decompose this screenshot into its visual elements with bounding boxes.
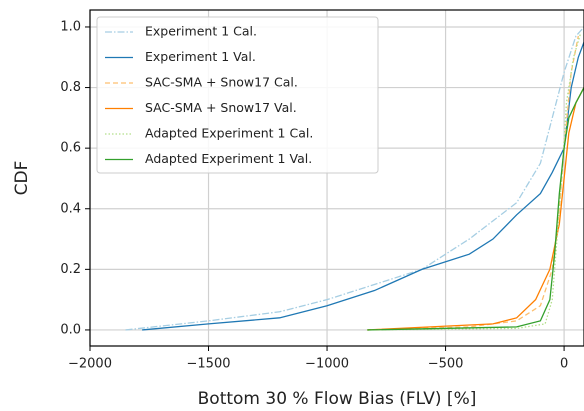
legend: Experiment 1 Cal. Experiment 1 Val. SAC-SM…	[96, 16, 379, 174]
y-tick-label: 0.0	[60, 322, 81, 337]
legend-label: Adapted Experiment 1 Cal.	[145, 126, 313, 141]
legend-label: Experiment 1 Val.	[145, 49, 256, 64]
x-tick-label: −1000	[305, 357, 349, 372]
legend-box	[96, 16, 379, 174]
cdf-line	[142, 41, 584, 331]
cdf-line	[125, 26, 584, 331]
legend-label: SAC-SMA + Snow17 Val.	[145, 100, 297, 115]
x-tick-label: −2000	[68, 357, 112, 372]
x-tick-label: −1500	[187, 357, 231, 372]
cdf-line	[367, 35, 579, 331]
y-tick-label: 1.0	[60, 19, 81, 34]
axes: −2000 −1500 −1000 −500 0 0.0 0.2 0.4 0.6 0.8 1.0	[60, 19, 568, 371]
x-tick-label: 0	[560, 357, 568, 372]
y-tick-label: 0.6	[60, 141, 81, 156]
y-tick-label: 0.2	[60, 262, 81, 277]
legend-label: Adapted Experiment 1 Val.	[145, 151, 312, 166]
y-tick-label: 0.8	[60, 80, 81, 95]
plot-lines	[125, 26, 584, 331]
cdf-line	[367, 32, 582, 331]
x-tick-label: −500	[428, 357, 464, 372]
legend-label: SAC-SMA + Snow17 Cal.	[145, 75, 298, 90]
legend-label: Experiment 1 Cal.	[145, 24, 257, 39]
y-tick-label: 0.4	[60, 201, 81, 216]
y-axis-label: CDF	[12, 161, 32, 196]
cdf-line	[367, 87, 584, 331]
x-axis-label: Bottom 30 % Flow Bias (FLV) [%]	[198, 389, 477, 409]
plot-frame	[89, 9, 584, 347]
